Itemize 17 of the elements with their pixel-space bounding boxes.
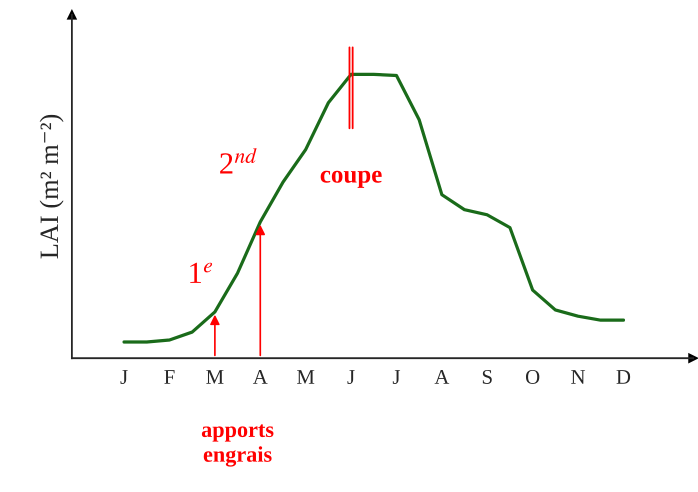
annotation: 2$^{nd}$: [220, 148, 257, 174]
x-tick-label: A: [434, 370, 450, 384]
x-tick-label: J: [120, 370, 128, 384]
x-tick-label: A: [252, 370, 268, 384]
x-tick-label: D: [616, 370, 630, 384]
text: apports engrais: [202, 424, 274, 467]
x-tick-label: S: [482, 370, 492, 384]
x-tick-label: J: [347, 370, 355, 384]
x-tick-label: F: [164, 370, 175, 384]
x-tick-label: N: [571, 370, 586, 384]
x-tick-label: O: [526, 370, 540, 384]
annotation: coupe: [320, 170, 382, 188]
x-tick-label: M: [297, 370, 314, 384]
annotation: 1$^{e}$: [190, 262, 212, 283]
y-axis-title: LAI (m² m⁻²): [40, 114, 64, 258]
x-tick-label: M: [206, 370, 224, 384]
x-tick-label: J: [392, 370, 400, 384]
